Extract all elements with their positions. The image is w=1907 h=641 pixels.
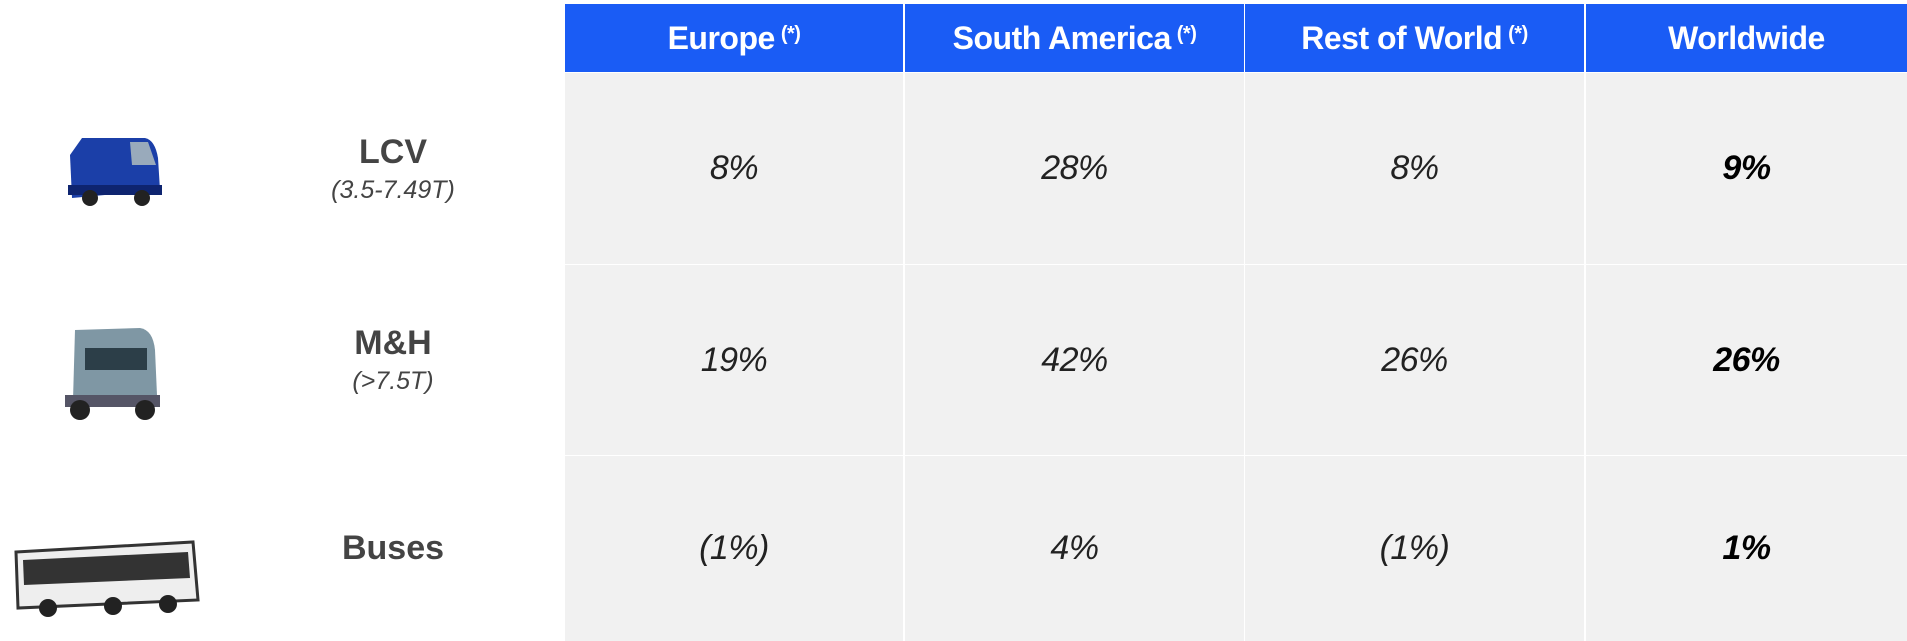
row-name: Buses <box>341 529 445 567</box>
van-icon <box>68 138 162 206</box>
table-cell: 1% <box>1586 456 1907 641</box>
table-cell: 19% <box>565 265 903 455</box>
column-note: (*) <box>1508 22 1528 45</box>
bus-icon <box>14 540 200 617</box>
column-name: Rest of World <box>1301 19 1503 56</box>
table-cell: 8% <box>565 73 903 264</box>
row-name: M&H <box>354 324 432 362</box>
table-cell: 26% <box>1586 265 1907 455</box>
row-label: M&H (>7.5T) <box>293 265 493 455</box>
column-header: Worldwide <box>1586 4 1907 72</box>
column-name: South America <box>952 19 1172 56</box>
column-note: (*) <box>1176 22 1197 45</box>
column-header: Rest of World (*) <box>1245 4 1584 72</box>
table-cell: (1%) <box>1245 456 1584 641</box>
table-cell: 28% <box>905 73 1244 264</box>
row-sublabel: (3.5-7.49T) <box>331 175 455 204</box>
table-cell: 9% <box>1586 73 1907 264</box>
column-note: (*) <box>780 22 801 45</box>
column-name: Worldwide <box>1668 19 1825 56</box>
table-cell: 26% <box>1245 265 1584 455</box>
row-label: LCV (3.5-7.49T) <box>293 73 493 264</box>
column-header: Europe (*) <box>565 4 903 72</box>
truck-icon <box>65 328 160 420</box>
row-sublabel: (>7.5T) <box>352 367 434 395</box>
table-cell: 8% <box>1245 73 1584 264</box>
row-label: Buses <box>293 456 493 641</box>
table-cell: (1%) <box>565 456 903 641</box>
column-header: South America (*) <box>905 4 1244 72</box>
table-cell: 4% <box>905 456 1244 641</box>
table-cell: 42% <box>905 265 1244 455</box>
row-name: LCV <box>359 132 427 171</box>
column-name: Europe <box>667 19 776 56</box>
